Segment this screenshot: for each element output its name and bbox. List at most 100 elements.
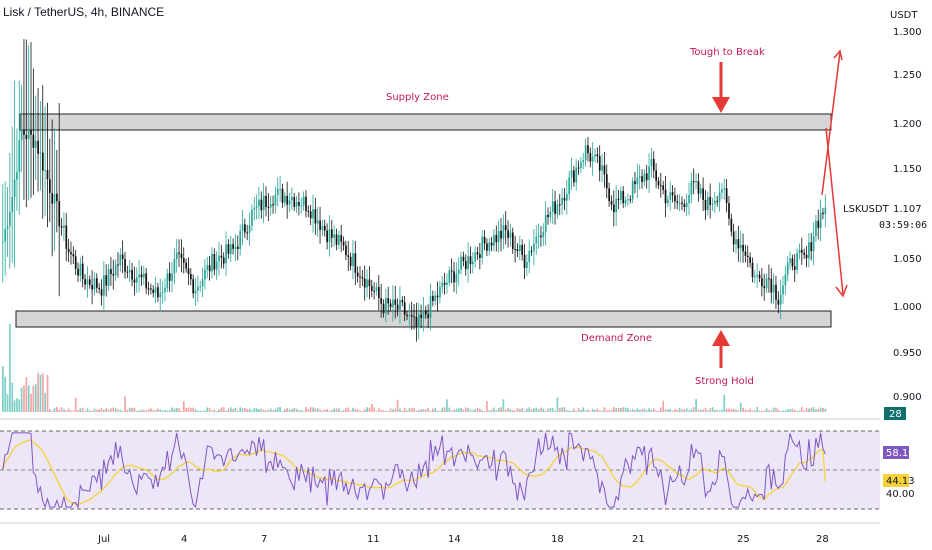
candle-body [671, 192, 674, 196]
volume-bar [507, 408, 509, 412]
candle-body [737, 239, 740, 249]
candle-body [340, 235, 343, 242]
candle-body [457, 269, 460, 274]
candle-body [234, 246, 237, 249]
candle-body [462, 256, 465, 262]
volume-bar [110, 408, 112, 412]
candle-body [166, 273, 169, 288]
volume-bar [88, 410, 91, 412]
volume-bar [472, 410, 474, 412]
price-axis[interactable]: USDT 1.300 1.250 1.200 1.150 1.107 1.050… [890, 10, 922, 403]
candle-body [756, 274, 759, 277]
volume-bar [117, 409, 119, 412]
candle-body [157, 287, 159, 298]
volume-bar [671, 410, 674, 412]
volume-bar [415, 410, 418, 412]
volume-bar [669, 408, 672, 412]
candle-body [697, 181, 700, 194]
candle-body [323, 225, 326, 231]
candle-body [220, 255, 223, 258]
volume-bar [707, 410, 709, 412]
volume-bar [4, 376, 7, 412]
candle-body [761, 278, 763, 287]
volume-bar [213, 409, 216, 412]
volume-bar [664, 409, 667, 412]
candle-body [650, 158, 653, 167]
volume-bar [417, 410, 420, 412]
volume-bar [519, 408, 521, 412]
volume-bar [744, 409, 747, 412]
volume-bar [206, 407, 209, 412]
candle-body [817, 220, 820, 229]
candle-body [237, 246, 239, 249]
candle-body [182, 258, 185, 263]
volume-bar [551, 408, 554, 412]
time-axis[interactable]: Jul 4 7 11 14 18 21 25 28 [97, 534, 829, 545]
volume-bar [420, 408, 422, 412]
volume-bar [368, 407, 371, 412]
candle-body [347, 255, 350, 257]
candle-body [81, 263, 84, 280]
candle-body [302, 196, 305, 206]
volume-bar [427, 407, 430, 412]
volume-bar [474, 409, 477, 412]
candle-body [798, 249, 801, 253]
candle-body [502, 225, 505, 239]
candle-body [131, 269, 133, 280]
candle-body [171, 273, 173, 281]
candle-body [70, 252, 72, 255]
volume-bar [373, 407, 375, 412]
volume-bar [171, 407, 173, 412]
candle-body [714, 200, 716, 204]
candle-body [417, 314, 420, 328]
candle-body [509, 232, 512, 238]
candle-body [782, 285, 784, 295]
candle-body [56, 193, 58, 202]
volume-bar [699, 409, 702, 412]
candle-body [514, 249, 516, 251]
volume-bar [2, 366, 4, 412]
candle-body [822, 212, 824, 215]
volume-bar [681, 409, 683, 412]
time-label: 14 [448, 534, 461, 545]
candle-body [624, 200, 627, 204]
supply-zone[interactable] [19, 113, 832, 131]
candle-body [138, 274, 140, 278]
candle-body [526, 261, 528, 269]
candle-body [140, 274, 143, 278]
candle-body [79, 263, 82, 276]
candle-body [429, 295, 432, 318]
volume-bar [215, 410, 218, 412]
candle-body [415, 316, 418, 328]
volume-bar [709, 408, 712, 412]
volume-bar [298, 410, 300, 412]
candle-body [394, 299, 397, 305]
volume-bar [145, 410, 148, 412]
candle-body [338, 235, 340, 245]
volume-bar [382, 410, 385, 412]
candle-body [173, 258, 176, 274]
volume-bar [455, 408, 458, 412]
volume-bar [34, 384, 37, 412]
candle-body [690, 181, 693, 196]
volume-bar [220, 407, 223, 412]
volume-bar [683, 409, 686, 412]
candle-body [601, 165, 603, 171]
volume-bar [791, 408, 794, 412]
candle-body [30, 130, 32, 135]
volume-bar [279, 407, 281, 412]
candle-body [688, 195, 690, 203]
candle-body [314, 209, 317, 224]
candle-body [361, 277, 364, 279]
candle-body [516, 249, 519, 252]
volume-bar [763, 410, 766, 412]
volume-bar [573, 408, 575, 412]
volume-bar [241, 408, 244, 412]
volume-bar [16, 398, 18, 412]
candle-body [620, 190, 622, 201]
volume-bar [72, 410, 75, 412]
volume-bar [25, 377, 28, 412]
volume-bar [711, 407, 714, 412]
candle-body [751, 262, 754, 277]
